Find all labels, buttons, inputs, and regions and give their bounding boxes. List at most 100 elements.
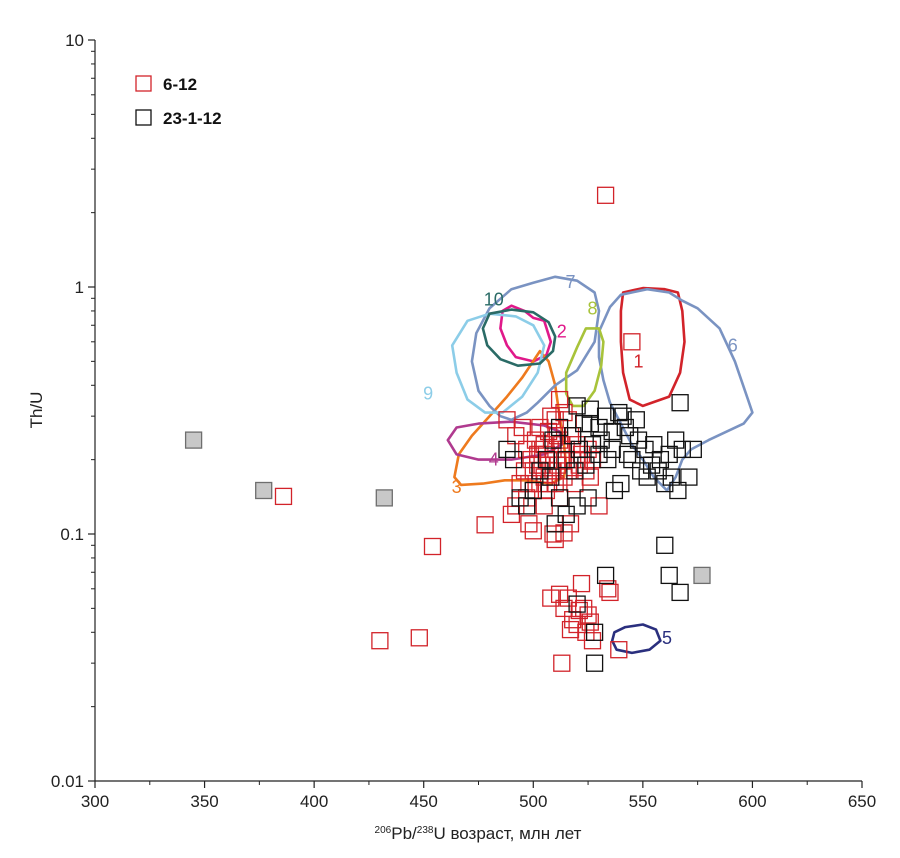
data-point-s1-39 (570, 440, 588, 459)
data-point-s0-10 (518, 440, 536, 459)
data-point-s1-36 (590, 445, 608, 464)
x-axis-title: 206Pb/238U возраст, млн лет (375, 824, 582, 843)
data-point-s0-11 (522, 450, 540, 469)
data-point-s0-58 (520, 515, 538, 533)
field-labels: 1 2 3 4 5 6 78 9 10 (423, 272, 738, 648)
data-point-s1-29 (649, 462, 667, 480)
field-label-6: 6 (728, 335, 738, 355)
data-point-s1-54 (579, 489, 597, 507)
data-point-s1-48 (511, 489, 529, 507)
field-outline-4 (446, 420, 564, 461)
data-point-s0-1 (623, 333, 641, 351)
data-point-s0-44 (520, 474, 538, 493)
data-point-s1-63 (568, 595, 586, 613)
data-point-s1-50 (498, 440, 516, 459)
data-point-s1-27 (638, 468, 656, 486)
data-point-s1-64 (585, 623, 604, 641)
data-point-s1-26 (632, 462, 650, 480)
data-point-s2-2 (375, 489, 393, 507)
data-point-s1-32 (669, 481, 687, 500)
data-point-s1-30 (656, 474, 674, 493)
data-point-s1-35 (599, 450, 617, 469)
data-point-s0-66 (581, 468, 599, 486)
data-point-s1-24 (684, 440, 702, 459)
data-point-s1-43 (544, 431, 562, 449)
field-outline-9 (450, 312, 546, 414)
data-point-s1-6 (568, 397, 586, 415)
data-point-s0-55 (511, 474, 529, 493)
data-point-s1-25 (623, 450, 641, 469)
data-point-s0-68 (539, 474, 558, 493)
field-outlines (446, 275, 754, 655)
x-tick-label-600: 600 (738, 792, 766, 811)
data-point-s1-10 (614, 407, 632, 425)
data-point-s1-61 (618, 445, 637, 464)
data-point-s0-74 (559, 589, 577, 607)
data-point-s1-58 (581, 414, 599, 433)
data-point-s0-4 (476, 516, 494, 534)
legend-marker-23-1-12 (135, 109, 152, 126)
data-point-s0-3 (423, 537, 442, 556)
data-point-s1-51 (546, 515, 564, 533)
data-point-s2-3 (693, 566, 711, 585)
data-point-s0-61 (544, 525, 562, 543)
data-point-s1-49 (504, 450, 523, 469)
axes (94, 40, 862, 782)
data-point-s0-82 (581, 613, 599, 631)
data-point-s0-49 (555, 403, 573, 422)
field-label-2: 2 (557, 322, 567, 342)
data-point-s0-84 (599, 580, 617, 598)
x-tick-label-350: 350 (190, 792, 218, 811)
data-point-s1-57 (566, 462, 584, 480)
data-point-s0-5 (371, 632, 389, 650)
field-label-4: 4 (489, 450, 499, 470)
data-point-s0-50 (550, 390, 569, 409)
data-point-s0-64 (561, 515, 580, 533)
data-point-s0-81 (579, 606, 597, 624)
data-points (184, 186, 711, 672)
data-point-s0-88 (561, 620, 580, 639)
field-outline-6 (597, 287, 754, 492)
data-point-s1-5 (585, 654, 604, 672)
field-outline-5 (610, 623, 662, 655)
data-point-s0-71 (542, 589, 560, 607)
field-label-7: 7 (565, 272, 575, 292)
data-point-s0-86 (610, 641, 628, 659)
x-axis-title-part2: U возраст, млн лет (433, 824, 581, 843)
data-point-s1-7 (581, 400, 599, 418)
data-point-s0-6 (410, 629, 428, 647)
data-point-s0-59 (524, 522, 542, 540)
data-point-s1-21 (667, 431, 685, 449)
data-point-s0-2 (274, 487, 293, 506)
x-tick-label-450: 450 (410, 792, 438, 811)
data-point-s0-73 (555, 599, 573, 618)
data-point-s1-45 (531, 462, 549, 480)
data-point-s0-47 (544, 462, 562, 480)
data-point-s0-77 (570, 601, 588, 620)
legend-label-23-1-12: 23-1-12 (163, 109, 222, 128)
data-point-s1-37 (583, 436, 602, 454)
data-point-s1-20 (660, 445, 678, 464)
data-point-s1-23 (680, 468, 698, 486)
data-point-s0-0 (596, 186, 615, 204)
data-point-s0-72 (550, 585, 569, 603)
data-point-s0-85 (601, 583, 619, 602)
data-point-s0-63 (555, 524, 573, 542)
x-axis-title-sup1: 206 (375, 825, 392, 836)
field-label-10: 10 (484, 290, 504, 310)
data-point-s1-62 (627, 411, 645, 429)
field-label-3: 3 (452, 477, 462, 497)
y-tick-label-0: 0.01 (51, 772, 84, 791)
data-point-s1-9 (610, 403, 628, 422)
data-point-s1-18 (645, 436, 663, 454)
data-point-s0-65 (568, 450, 586, 469)
legend-marker-6-12 (135, 75, 152, 92)
data-point-s1-34 (605, 481, 624, 500)
data-point-s1-16 (629, 431, 648, 449)
field-label-5: 5 (662, 628, 672, 648)
data-point-s1-1 (656, 536, 674, 554)
data-point-s1-55 (550, 489, 569, 507)
data-point-s1-33 (612, 474, 630, 493)
field-outline-1 (619, 286, 686, 408)
data-point-s0-15 (531, 474, 549, 493)
